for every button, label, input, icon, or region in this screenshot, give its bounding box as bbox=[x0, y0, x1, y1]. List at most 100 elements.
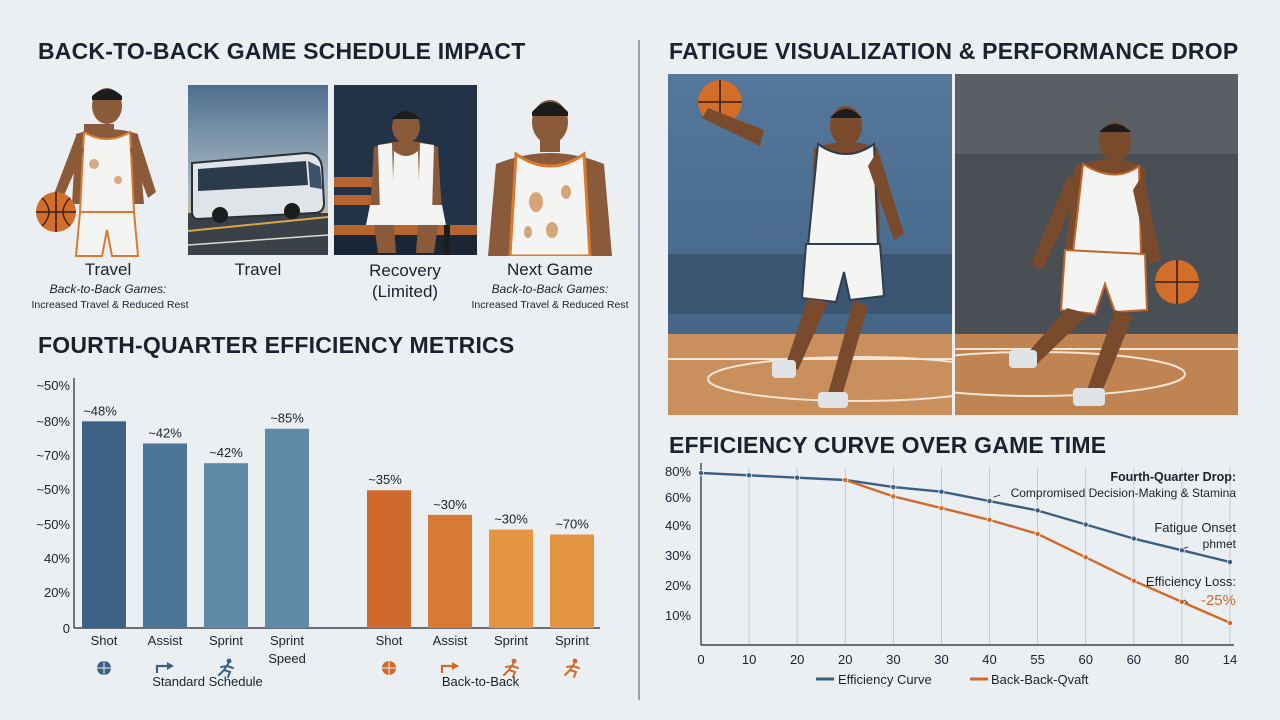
runner-body bbox=[218, 663, 234, 678]
annotation-onset-title: Fatigue Onset bbox=[1154, 520, 1236, 535]
line-point bbox=[938, 488, 945, 495]
recovery-bench-illustration bbox=[334, 85, 477, 255]
bar-category-label: Sprint bbox=[209, 633, 243, 648]
pass-arrow-shaft bbox=[155, 664, 169, 673]
bar-y-tick-label: 20% bbox=[44, 585, 70, 600]
line-point bbox=[1130, 577, 1137, 584]
schedule-title: BACK-TO-BACK GAME SCHEDULE IMPACT bbox=[38, 38, 526, 64]
player-dribbling-illustration bbox=[28, 84, 176, 260]
bar-y-tick-label: ~70% bbox=[36, 448, 70, 463]
bar-y-tick-label: 40% bbox=[44, 551, 70, 566]
runner-head bbox=[511, 658, 517, 664]
annotation-drop-sub: Compromised Decision-Making & Stamina bbox=[1010, 486, 1236, 500]
line-x-tick-label: 30 bbox=[886, 652, 900, 667]
pass-arrow-head bbox=[167, 662, 174, 670]
bar bbox=[367, 490, 411, 628]
bar-group-label: Standard Schedule bbox=[152, 674, 263, 689]
bar-category-label: Speed bbox=[268, 651, 306, 666]
line-point bbox=[746, 472, 753, 479]
line-point bbox=[1034, 530, 1041, 537]
bar-y-tick-label: ~50% bbox=[36, 378, 70, 393]
line-x-tick-label: 55 bbox=[1030, 652, 1044, 667]
bar-category-label: Sprint bbox=[555, 633, 589, 648]
bar-value-label: ~85% bbox=[270, 411, 304, 426]
line-y-tick-label: 40% bbox=[665, 518, 691, 533]
basketball-icon bbox=[382, 661, 396, 675]
line-x-tick-label: 30 bbox=[934, 652, 948, 667]
bar-category-label: Shot bbox=[91, 633, 118, 648]
bar-value-label: ~70% bbox=[555, 517, 589, 532]
legend-label-back-to-back: Back-Back-Qvaft bbox=[991, 672, 1089, 687]
annotation-loss-title: Efficiency Loss: bbox=[1145, 574, 1236, 589]
bar-chart: ~50% ~80% ~70% ~50% ~50% 40% 20% 0 ~48% Shot ~42% A… bbox=[0, 360, 630, 720]
line-x-tick-label: 20 bbox=[790, 652, 804, 667]
line-point bbox=[1227, 559, 1234, 566]
bar bbox=[428, 514, 472, 628]
runner-head bbox=[572, 658, 578, 664]
caption-travel-1: Travel bbox=[84, 260, 132, 279]
caption-recovery: Recovery (Limited) bbox=[369, 261, 441, 301]
annotation-onset-sub: phmet bbox=[1202, 537, 1236, 551]
line-y-tick-label: 60% bbox=[665, 490, 691, 505]
line-x-tick-label: 0 bbox=[697, 652, 704, 667]
line-point bbox=[986, 498, 993, 505]
bar-y-tick-label: ~50% bbox=[36, 482, 70, 497]
runner-body bbox=[564, 663, 580, 678]
runner-icon bbox=[503, 658, 519, 678]
pass-arrow-shaft bbox=[440, 664, 454, 673]
annotation-leader-loss bbox=[1183, 599, 1189, 604]
caption-next-game-sub2: Increased Travel & Reduced Rest bbox=[471, 299, 629, 311]
line-point bbox=[1227, 619, 1234, 626]
line-x-tick-label: 40 bbox=[982, 652, 996, 667]
annotation-drop-title: Fourth-Quarter Drop: bbox=[1110, 470, 1236, 484]
line-x-tick-label: 60 bbox=[1127, 652, 1141, 667]
basketball-icon bbox=[97, 661, 111, 675]
pass-arrow-icon bbox=[155, 662, 174, 673]
line-point bbox=[1178, 547, 1185, 554]
bar-y-tick-label: ~50% bbox=[36, 517, 70, 532]
travel-bus-illustration bbox=[188, 85, 328, 255]
bar-value-label: ~35% bbox=[368, 472, 402, 487]
bar-value-label: ~30% bbox=[494, 512, 528, 527]
fatigue-title: FATIGUE VISUALIZATION & PERFORMANCE DROP bbox=[669, 38, 1239, 64]
curve-title: EFFICIENCY CURVE OVER GAME TIME bbox=[669, 432, 1107, 458]
bar-category-label: Sprint bbox=[494, 633, 528, 648]
bar-category-label: Sprint bbox=[270, 633, 304, 648]
line-point bbox=[1178, 598, 1185, 605]
line-point bbox=[698, 469, 705, 476]
caption-travel-1-sub2: Increased Travel & Reduced Rest bbox=[31, 299, 189, 311]
line-point bbox=[986, 516, 993, 523]
line-y-tick-label: 20% bbox=[665, 578, 691, 593]
line-point bbox=[1082, 521, 1089, 528]
line-x-tick-label: 80 bbox=[1175, 652, 1189, 667]
bar-y-tick-label: ~80% bbox=[36, 414, 70, 429]
line-x-tick-label: 14 bbox=[1223, 652, 1237, 667]
bar-value-label: ~42% bbox=[148, 426, 182, 441]
runner-icon bbox=[564, 658, 580, 678]
runner-head bbox=[226, 658, 232, 664]
vertical-divider bbox=[638, 40, 640, 700]
bar-y-tick-label: 0 bbox=[63, 621, 70, 636]
pass-arrow-icon bbox=[440, 662, 459, 673]
line-y-tick-label: 10% bbox=[665, 608, 691, 623]
line-point bbox=[794, 474, 801, 481]
caption-travel-2: Travel bbox=[234, 260, 282, 279]
fresh-player-illustration bbox=[668, 74, 952, 415]
bar-category-label: Assist bbox=[433, 633, 468, 648]
metrics-title: FOURTH-QUARTER EFFICIENCY METRICS bbox=[38, 332, 515, 358]
line-point bbox=[1130, 535, 1137, 542]
line-point bbox=[1034, 507, 1041, 514]
line-y-tick-label: 80% bbox=[665, 464, 691, 479]
line-point bbox=[1082, 554, 1089, 561]
bar bbox=[143, 443, 187, 628]
tired-player-illustration bbox=[482, 92, 618, 256]
fatigued-player-illustration bbox=[955, 74, 1238, 415]
annotation-leader-onset bbox=[1183, 546, 1189, 549]
runner-icon bbox=[218, 658, 234, 678]
runner-body bbox=[503, 663, 519, 678]
line-x-tick-label: 60 bbox=[1078, 652, 1092, 667]
bar-value-label: ~42% bbox=[209, 445, 243, 460]
caption-travel-1-sub1: Back-to-Back Games: bbox=[49, 282, 167, 296]
bar-value-label: ~48% bbox=[83, 403, 117, 418]
legend-label-efficiency: Efficiency Curve bbox=[838, 672, 932, 687]
